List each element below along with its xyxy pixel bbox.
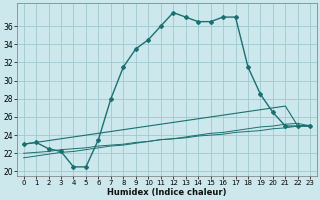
X-axis label: Humidex (Indice chaleur): Humidex (Indice chaleur) xyxy=(107,188,227,197)
